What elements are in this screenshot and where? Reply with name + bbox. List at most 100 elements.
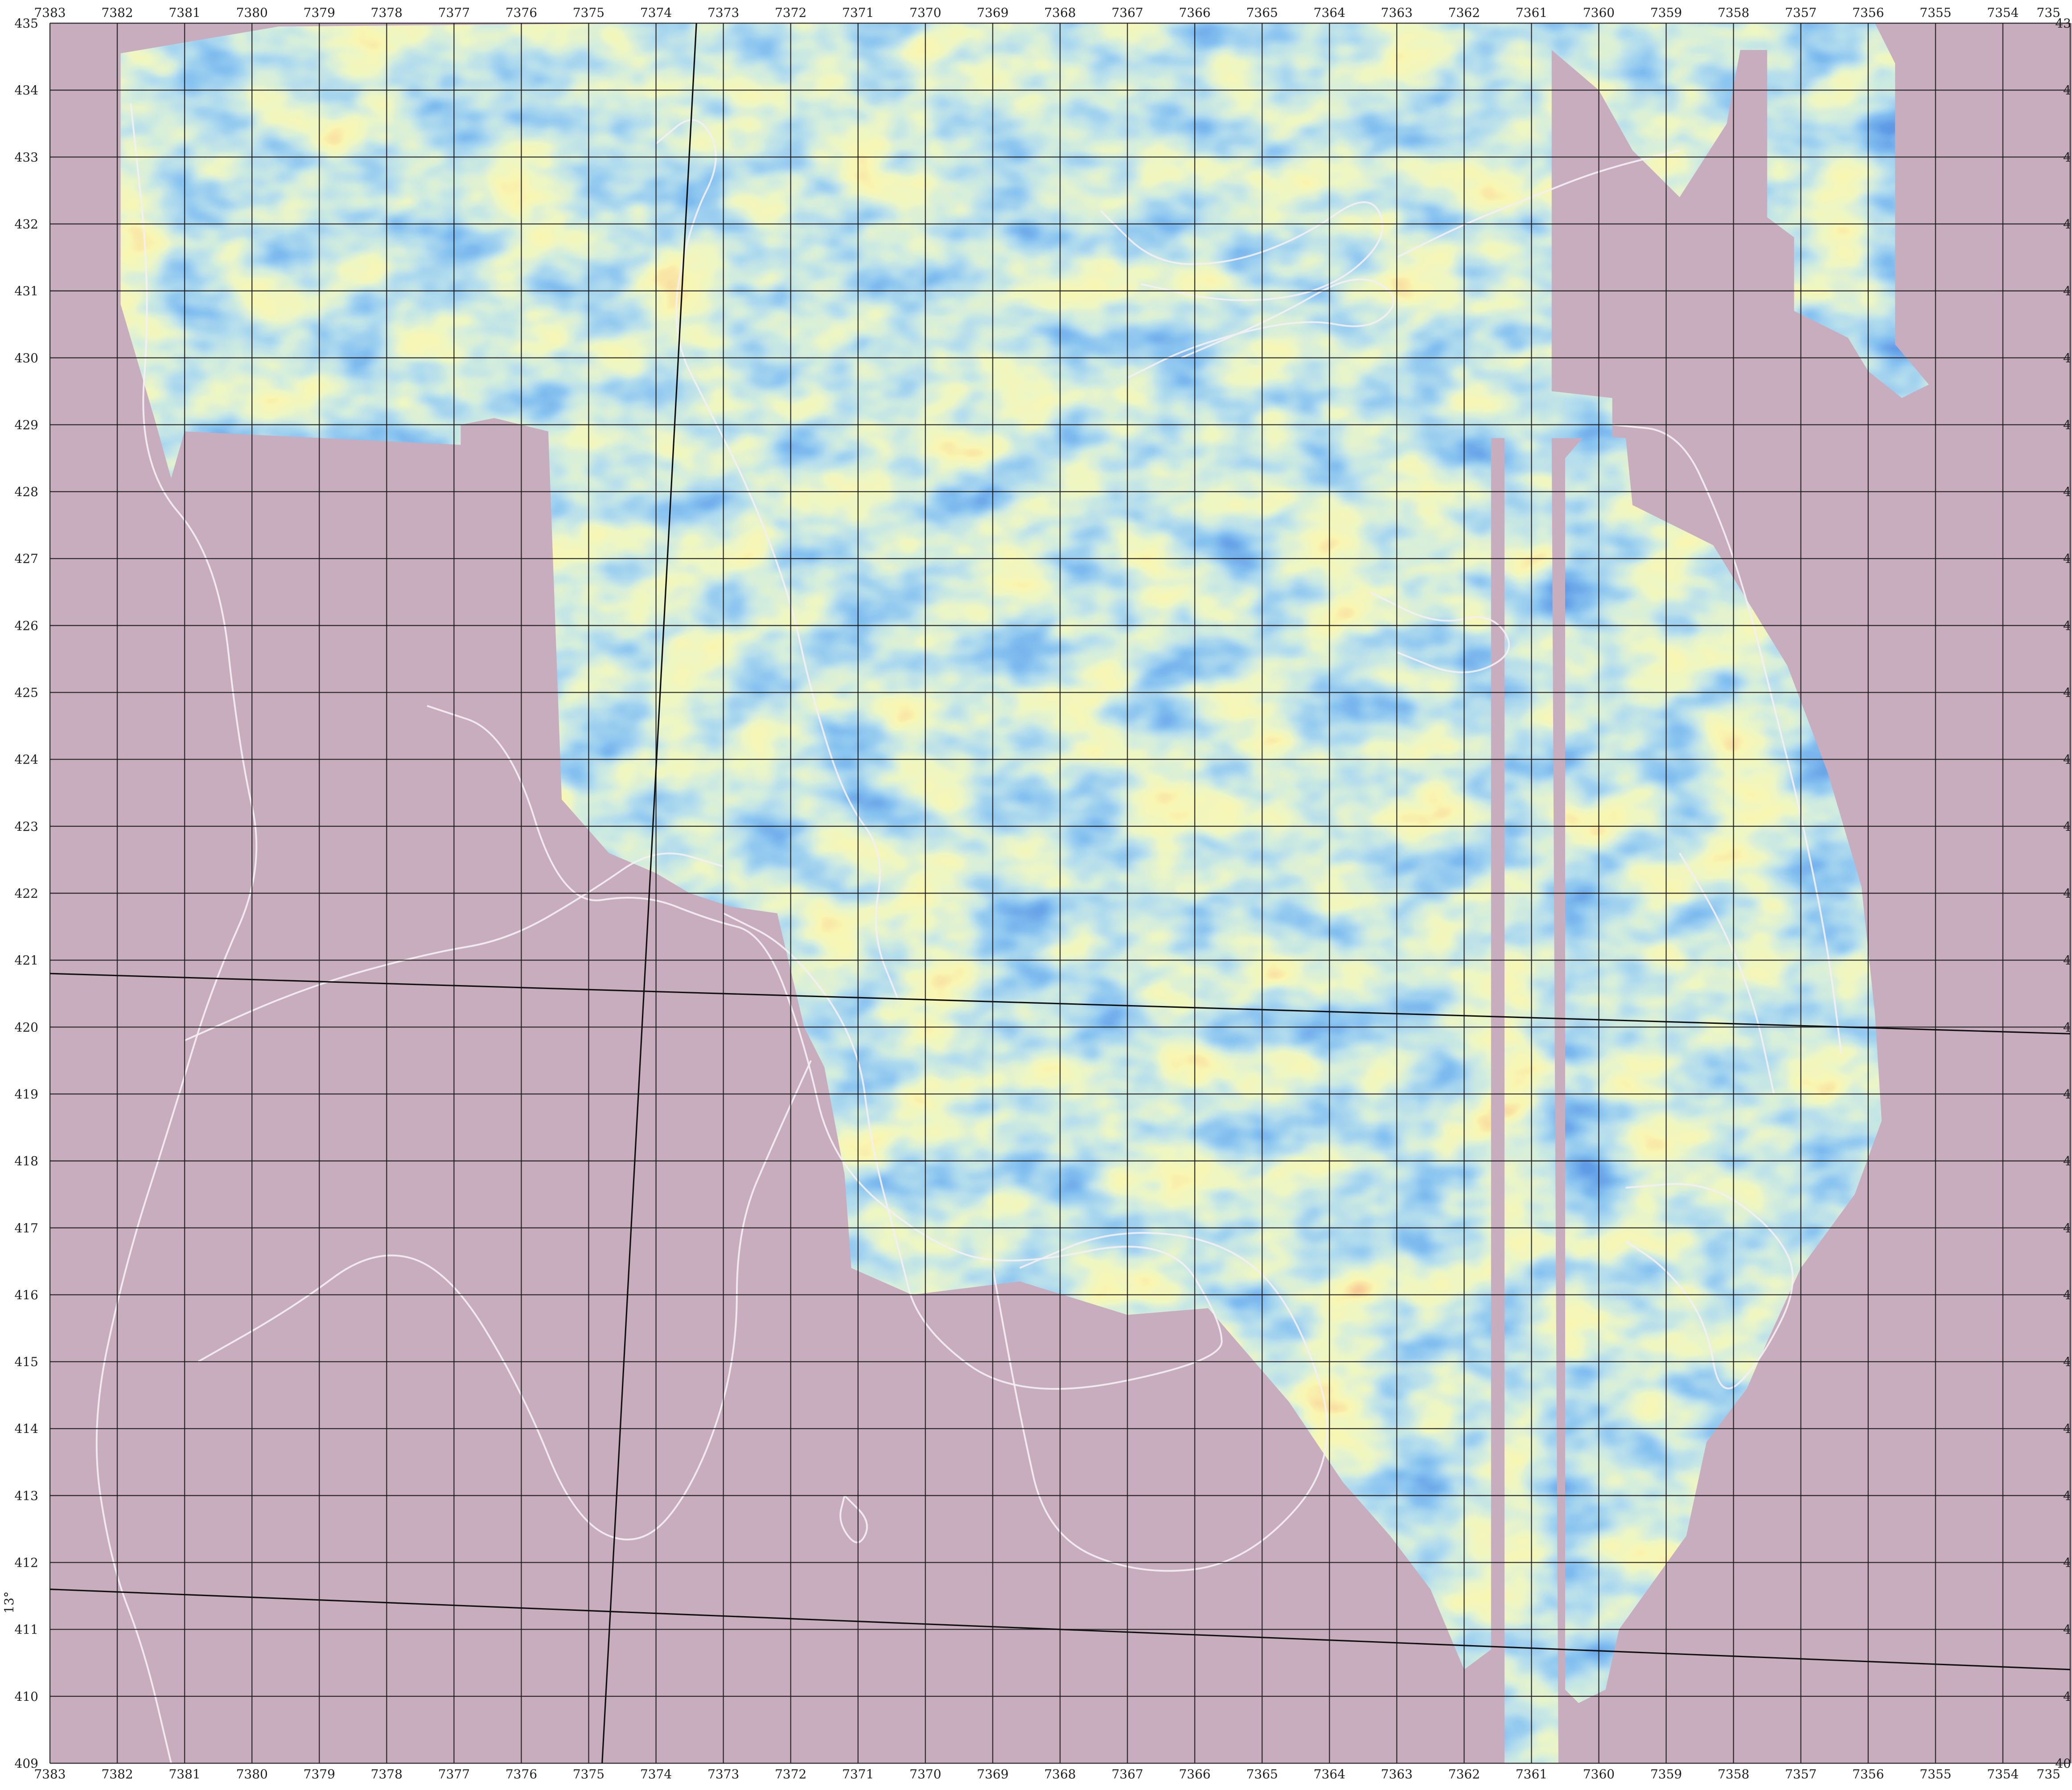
y-tick-label-right: 4 — [2063, 1221, 2071, 1236]
x-tick-label-bottom: 7371 — [842, 1767, 874, 1782]
y-tick-label-left: 416 — [15, 1288, 38, 1302]
x-tick-label-top: 7361 — [1516, 5, 1547, 20]
y-tick-label-right: 4 — [2063, 217, 2071, 232]
y-tick-label-left: 414 — [15, 1421, 38, 1436]
y-tick-label-left: 419 — [15, 1087, 38, 1102]
y-tick-label-right: 4 — [2063, 686, 2071, 700]
x-tick-label-bottom: 7356 — [1852, 1767, 1884, 1782]
y-tick-label-left: 426 — [15, 618, 38, 633]
section-lines — [49, 23, 2071, 1764]
x-tick-label-bottom: 7359 — [1650, 1767, 1682, 1782]
y-tick-label-left: 422 — [15, 886, 38, 901]
x-tick-label-top: 7373 — [707, 5, 739, 20]
x-tick-label-bottom: 7360 — [1583, 1767, 1615, 1782]
x-tick-label-bottom: 7380 — [236, 1767, 268, 1782]
y-tick-label-right: 4 — [2063, 284, 2071, 299]
x-tick-label-bottom: 7354 — [1987, 1767, 2019, 1782]
map-grid — [49, 22, 2071, 1764]
x-tick-label-bottom: 7379 — [304, 1767, 335, 1782]
y-tick-label-right: 4 — [2063, 83, 2071, 98]
section-line — [49, 1589, 2071, 1671]
side-latitude-label: 13° — [2, 1591, 16, 1613]
geology-boundary-line — [1396, 149, 1680, 259]
y-tick-label-right: 4 — [2063, 1355, 2071, 1369]
x-tick-label-bottom: 7373 — [707, 1767, 739, 1782]
x-tick-label-top: 7368 — [1044, 5, 1076, 20]
y-tick-label-left: 432 — [15, 217, 38, 232]
y-tick-label-left: 417 — [15, 1221, 38, 1236]
x-tick-label-top: 7377 — [438, 5, 470, 20]
y-tick-label-left: 428 — [15, 484, 38, 499]
x-tick-label-top: 7382 — [101, 5, 133, 20]
y-tick-label-left: 415 — [15, 1355, 38, 1369]
y-tick-label-right: 4 — [2063, 1288, 2071, 1302]
x-tick-label-bottom: 7369 — [977, 1767, 1008, 1782]
y-tick-label-right: 43 — [2055, 16, 2071, 31]
x-tick-label-bottom: 7363 — [1381, 1767, 1413, 1782]
y-tick-label-left: 413 — [15, 1488, 38, 1503]
x-tick-label-bottom: 7355 — [1920, 1767, 1951, 1782]
x-tick-label-bottom: 7376 — [506, 1767, 537, 1782]
y-tick-label-left: 424 — [15, 752, 38, 767]
x-tick-label-bottom: 7358 — [1718, 1767, 1749, 1782]
y-tick-label-left: 429 — [15, 418, 38, 432]
x-tick-label-top: 7381 — [169, 5, 200, 20]
x-tick-label-bottom: 7368 — [1044, 1767, 1076, 1782]
y-tick-label-right: 4 — [2063, 953, 2071, 968]
x-tick-label-top: 7357 — [1785, 5, 1817, 20]
y-tick-label-right: 4 — [2063, 418, 2071, 432]
y-axis-left-labels: 435 434 433 432 431 430 429 428 427 426 425 424 423 4… — [15, 16, 38, 1771]
x-tick-label-top: 7362 — [1448, 5, 1480, 20]
y-tick-label-right: 4 — [2063, 1556, 2071, 1570]
y-tick-label-left: 418 — [15, 1154, 38, 1169]
x-tick-label-bottom: 7381 — [169, 1767, 200, 1782]
x-tick-label-top: 7378 — [371, 5, 403, 20]
y-tick-label-right: 4 — [2063, 484, 2071, 499]
geology-boundary-line — [1611, 423, 1842, 1054]
y-tick-label-left: 435 — [15, 16, 38, 31]
x-tick-label-top: 7370 — [909, 5, 941, 20]
x-tick-label-bottom: 735 — [2037, 1767, 2060, 1782]
x-tick-label-bottom: 7367 — [1111, 1767, 1143, 1782]
geology-boundary-line — [1678, 852, 1775, 1094]
x-tick-label-top: 7376 — [506, 5, 537, 20]
x-tick-label-top: 7371 — [842, 5, 874, 20]
y-tick-label-left: 411 — [15, 1622, 38, 1637]
x-tick-label-top: 7360 — [1583, 5, 1615, 20]
y-tick-label-left: 430 — [15, 351, 38, 365]
geology-boundary-line — [1369, 591, 1510, 673]
x-tick-label-top: 7363 — [1381, 5, 1413, 20]
x-tick-label-top: 7375 — [573, 5, 604, 20]
x-tick-label-bottom: 7361 — [1516, 1767, 1547, 1782]
x-tick-label-top: 7355 — [1920, 5, 1951, 20]
y-tick-label-left: 420 — [15, 1020, 38, 1035]
x-tick-label-top: 7374 — [640, 5, 672, 20]
y-tick-label-left: 427 — [15, 551, 38, 566]
x-axis-bottom-labels: 7383 7382 7381 7380 7379 7378 7377 7376 7375 7374… — [34, 1767, 2060, 1782]
y-tick-label-right: 4 — [2063, 819, 2071, 834]
geology-boundary-line — [197, 1060, 812, 1541]
x-tick-label-top: 7367 — [1111, 5, 1143, 20]
x-tick-label-top: 7383 — [34, 5, 66, 20]
y-tick-label-right: 4 — [2063, 618, 2071, 633]
x-tick-label-bottom: 7362 — [1448, 1767, 1480, 1782]
y-tick-label-left: 433 — [15, 150, 38, 164]
x-tick-label-bottom: 7383 — [34, 1767, 66, 1782]
geology-boundary-line — [1099, 201, 1384, 301]
y-tick-label-left: 431 — [15, 284, 38, 299]
x-tick-label-top: 735 — [2037, 5, 2060, 20]
geology-boundary-line — [1625, 1183, 1794, 1390]
geology-boundary-line — [95, 103, 258, 1764]
y-tick-label-right: 4 — [2063, 1087, 2071, 1102]
x-tick-label-bottom: 7370 — [909, 1767, 941, 1782]
y-tick-label-right: 4 — [2063, 351, 2071, 365]
y-tick-label-left: 434 — [15, 83, 38, 98]
y-tick-label-right: 4 — [2063, 1421, 2071, 1436]
y-axis-right-labels: 43 4 4 4 4 4 4 4 4 4 4 4 4 4 4 4 4 4 4 4 4 4 4 4 4 4 40 — [2055, 16, 2071, 1771]
x-tick-label-bottom: 7364 — [1314, 1767, 1345, 1782]
y-tick-label-right: 4 — [2063, 1488, 2071, 1503]
x-tick-label-bottom: 7374 — [640, 1767, 672, 1782]
y-tick-label-left: 425 — [15, 686, 38, 700]
x-tick-label-bottom: 7365 — [1246, 1767, 1278, 1782]
y-tick-label-right: 4 — [2063, 1689, 2071, 1704]
